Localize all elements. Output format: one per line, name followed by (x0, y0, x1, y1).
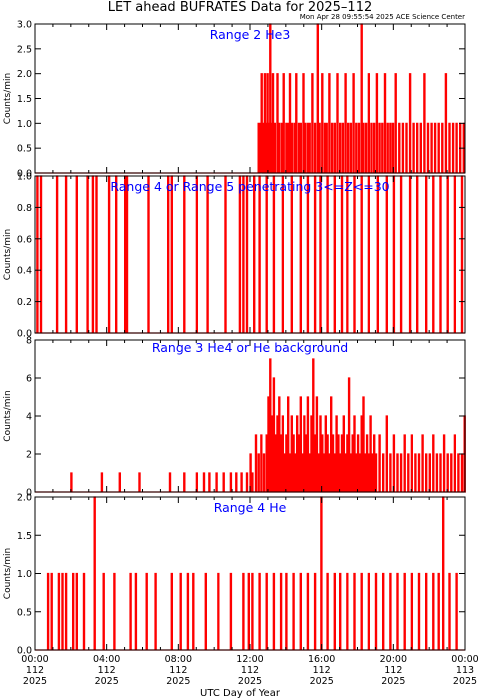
x-tick-time-label: 08:00 (165, 654, 192, 665)
panel-label-1: Range 2 He3 (210, 27, 291, 42)
y-tick-label: 4 (26, 412, 32, 423)
y-tick-label: 1.0 (17, 569, 32, 580)
series-line-panel-1 (35, 23, 465, 174)
x-tick-day-label: 112 (98, 665, 116, 676)
y-tick-label: 0.2 (17, 297, 32, 308)
y-tick-label: 8 (26, 336, 32, 347)
y-tick-label: 1.0 (17, 119, 32, 130)
x-tick-time-label: 00:00 (21, 654, 48, 665)
y-tick-label: 6 (26, 374, 32, 385)
x-tick-day-label: 112 (313, 665, 331, 676)
y-axis-label: Counts/min (3, 73, 13, 124)
y-tick-label: 0.5 (17, 607, 32, 618)
x-tick-year-label: 2025 (95, 676, 119, 687)
y-tick-label: 2.0 (17, 493, 32, 504)
panel-1: 0.0 0.5 1.0 1.5 2.0 2.5 3.0 Range 2 He3 Counts/m… (3, 20, 466, 180)
timestamp-label: Mon Apr 28 09:55:54 2025 ACE Science Cen… (300, 13, 465, 21)
series-line-panel-4 (35, 496, 465, 651)
y-axis-label: Counts/min (3, 390, 13, 441)
panel-4: 0.0 0.5 1.0 1.5 2.0 Range 4 He Counts/min (3, 493, 466, 657)
y-tick-label: 0.4 (17, 266, 32, 277)
y-tick-label: 3.0 (17, 20, 32, 31)
y-tick-label: 0.0 (17, 169, 32, 180)
panels-group: 0.0 0.5 1.0 1.5 2.0 2.5 3.0 Range 2 He3 Counts/m… (3, 20, 479, 688)
series-line-panel-2 (35, 175, 465, 334)
x-tick-time-label: 20:00 (380, 654, 407, 665)
y-axis-label: Counts/min (3, 229, 13, 280)
x-tick-day-label: 112 (169, 665, 187, 676)
panel-label-4: Range 4 He (214, 500, 287, 515)
panel-label-3: Range 3 He4 or He background (152, 340, 348, 355)
x-tick-time-label: 00:00 (451, 654, 478, 665)
panel-2: 0.0 0.2 0.4 0.6 0.8 1.0 Range 4 or Range 5 pen… (3, 172, 466, 340)
x-tick-day-label: 112 (384, 665, 402, 676)
x-tick-year-label: 2025 (23, 676, 47, 687)
panel-label-2: Range 4 or Range 5 penetrating 3<=Z<=30 (110, 179, 389, 194)
y-axis-label: Counts/min (3, 548, 13, 599)
x-tick-year-label: 2025 (381, 676, 405, 687)
y-tick-label: 0.5 (17, 144, 32, 155)
x-tick-year-label: 2025 (310, 676, 334, 687)
y-tick-label: 0 (26, 488, 32, 499)
x-tick-day-label: 113 (456, 665, 474, 676)
x-tick-year-label: 2025 (453, 676, 477, 687)
y-tick-label: 0.0 (17, 329, 32, 340)
series-line-panel-3 (35, 358, 466, 493)
y-tick-label: 0.0 (17, 646, 32, 657)
x-tick-time-label: 16:00 (308, 654, 335, 665)
x-tick-day-label: 112 (26, 665, 44, 676)
x-tick-time-label: 12:00 (236, 654, 263, 665)
y-tick-label: 2.5 (17, 44, 32, 55)
x-tick-year-label: 2025 (166, 676, 190, 687)
y-tick-label: 1.5 (17, 531, 32, 542)
panel-3: 0 2 4 6 8 Range 3 He4 or He background Counts/… (3, 336, 466, 499)
x-tick-day-label: 112 (241, 665, 259, 676)
y-tick-label: 1.0 (17, 172, 32, 183)
y-tick-label: 2 (26, 450, 32, 461)
y-tick-label: 2.0 (17, 69, 32, 80)
y-tick-label: 1.5 (17, 94, 32, 105)
y-tick-label: 0.6 (17, 234, 32, 245)
chart-title: LET ahead BUFRATES Data for 2025–112 (108, 0, 373, 15)
x-tick-time-label: 04:00 (93, 654, 120, 665)
x-axis-label: UTC Day of Year (200, 688, 281, 699)
x-tick-year-label: 2025 (238, 676, 262, 687)
y-tick-label: 0.8 (17, 203, 32, 214)
